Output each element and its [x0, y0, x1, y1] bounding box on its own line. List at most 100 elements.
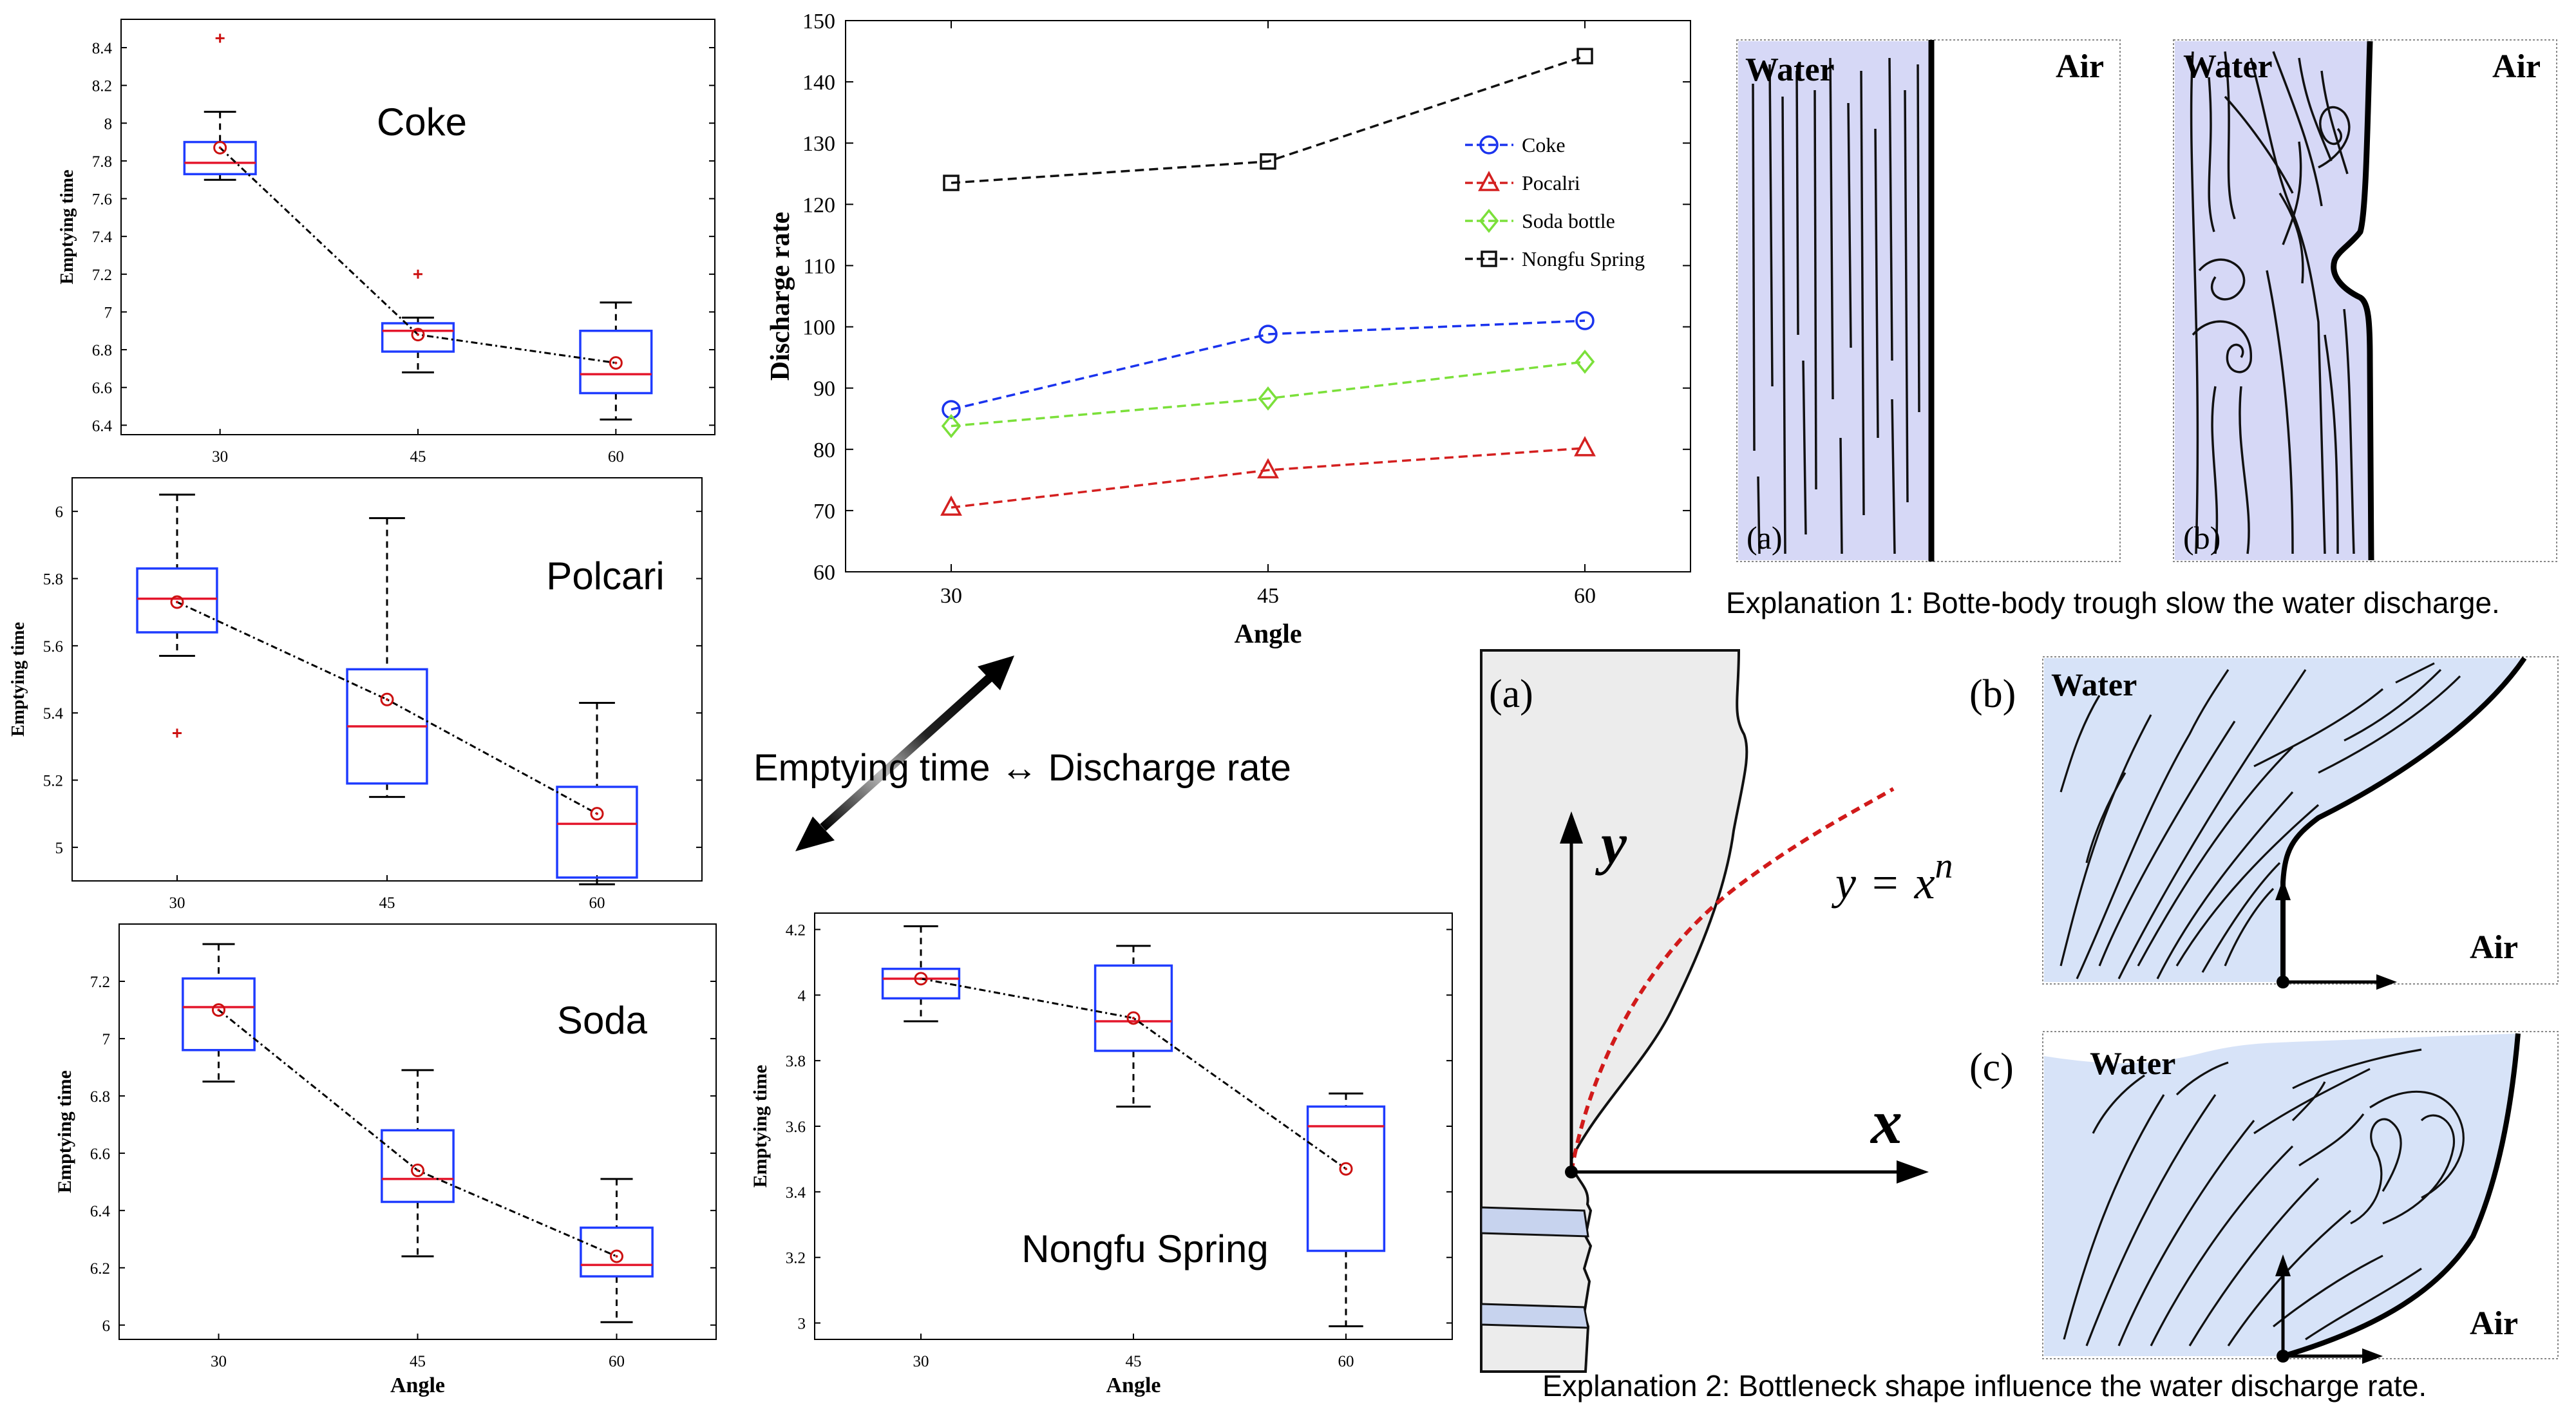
series-line-3: [951, 55, 1586, 184]
y-tick-label: 70: [813, 500, 835, 524]
explanation1-panel-a: Water Air (a): [1736, 39, 2121, 562]
x-tick-label: 30: [169, 894, 185, 912]
y-tick-label: 5.2: [43, 773, 63, 790]
y-axis-label: Emptying time: [750, 1065, 771, 1188]
box: [881, 967, 961, 1000]
y-tick-label: 6.6: [90, 1146, 110, 1163]
y-tick-label: 140: [802, 71, 835, 95]
panel-tag-c: (c): [1969, 1046, 2014, 1090]
y-tick-label: 5: [55, 840, 64, 857]
center-relation-label: Emptying time ↔ Discharge rate: [753, 747, 1291, 789]
water-label: Water: [2051, 666, 2137, 703]
y-tick-label: 4: [798, 987, 806, 1005]
y-tick-label: 90: [813, 377, 835, 401]
chart-title: Nongfu Spring: [1021, 1227, 1269, 1270]
panel-tag-b: (b): [1969, 672, 2016, 716]
chart-title: Polcari: [546, 554, 664, 598]
outlier-marker: [215, 33, 225, 43]
y-tick-label: 7.2: [90, 974, 110, 991]
y-tick-label: 6.2: [90, 1260, 110, 1278]
emptying-discharge-arrow: [795, 656, 1014, 851]
plot-frame: [118, 923, 717, 1340]
series-line-1: [951, 447, 1586, 509]
y-tick-label: 130: [802, 132, 835, 156]
mean-marker: [380, 692, 394, 706]
mean-marker: [610, 1249, 623, 1263]
air-label: Air: [2470, 929, 2518, 966]
y-tick-label: 4.2: [786, 921, 806, 939]
point-marker-square: [1481, 250, 1497, 267]
mean-marker: [1339, 1162, 1353, 1176]
box: [556, 786, 638, 879]
x-tick-label: 30: [212, 448, 228, 466]
mean-marker: [1126, 1011, 1141, 1025]
box: [580, 1226, 654, 1278]
air-label: Air: [2492, 48, 2541, 85]
y-tick-label: 6.4: [92, 417, 113, 435]
panel-tag: (a): [1489, 672, 1533, 716]
mean-dot: [1132, 1016, 1135, 1019]
point-marker-triangle: [940, 495, 962, 516]
y-tick-label: 7.4: [92, 229, 113, 246]
point-marker-diamond: [1258, 386, 1278, 411]
x-tick-label: 60: [609, 1353, 625, 1370]
y-tick-label: 3.4: [786, 1184, 806, 1202]
x-tick-label: 45: [379, 894, 395, 912]
x-tick-label: 60: [589, 894, 605, 912]
x-axis-label: Angle: [1235, 619, 1302, 649]
mean-dot: [417, 333, 419, 336]
y-tick-label: 3.6: [786, 1119, 806, 1136]
y-tick-label: 6.8: [90, 1088, 110, 1106]
point-marker-circle: [1479, 135, 1499, 155]
water-label: Water: [2090, 1045, 2175, 1081]
point-marker-triangle: [1478, 171, 1500, 191]
equation: y = xn: [1831, 846, 1953, 909]
legend-label: Pocalri: [1522, 171, 1580, 194]
y-axis-label: Discharge rate: [766, 212, 795, 381]
y-tick-label: 7.6: [92, 191, 112, 209]
y-tick-label: 6.8: [92, 342, 112, 359]
legend-label: Coke: [1522, 133, 1566, 156]
point-marker-square: [1260, 153, 1276, 170]
y-tick-label: 7: [104, 304, 113, 321]
y-tick-label: 3.2: [786, 1250, 806, 1267]
coke-boxplot: 6.4 6.6 6.8 7 7.2 7.4 7.6 7.8 8 8.2 8.4 30 45 60 Empty…: [57, 19, 715, 466]
x-tick-label: 30: [211, 1353, 227, 1370]
mean-dot: [218, 146, 222, 149]
nongfu-boxplot: 3 3.2 3.4 3.6 3.8 4 4.2 30 45 60 Emptying time Angl…: [750, 912, 1453, 1397]
soda-boxplot: 6 6.2 6.4 6.6 6.8 7 7.2 30 45 60 Emptying time Angl…: [54, 923, 717, 1397]
legend-label: Soda bottle: [1522, 209, 1615, 232]
x-tick-label: 45: [410, 1353, 426, 1370]
y-tick-label: 7.8: [92, 153, 112, 171]
point-marker-triangle: [1574, 436, 1596, 457]
panel-tag: (b): [2183, 520, 2221, 556]
y-axis-label: Emptying time: [8, 622, 28, 737]
box: [579, 330, 653, 395]
y-tick-label: 3: [798, 1316, 806, 1333]
x-tick-label: 30: [913, 1353, 929, 1370]
box: [136, 567, 218, 634]
box: [381, 1129, 455, 1204]
equation-base: x: [1914, 857, 1935, 909]
x-tick-label: 60: [1338, 1353, 1354, 1370]
mean-dot: [386, 698, 388, 701]
y-tick-label: 120: [802, 193, 835, 217]
box: [381, 322, 455, 353]
point-marker-triangle: [1257, 458, 1279, 478]
x-tick-label: 45: [1126, 1353, 1142, 1370]
point-marker-square: [1577, 48, 1593, 64]
equation-eq: =: [1872, 857, 1899, 909]
x-tick-label: 60: [608, 448, 624, 466]
point-marker-circle: [1575, 311, 1595, 330]
point-marker-square: [943, 175, 960, 191]
mean-marker: [609, 356, 623, 370]
y-tick-label: 5.8: [43, 571, 63, 589]
panel-tag: (a): [1747, 520, 1783, 556]
point-marker-diamond: [941, 413, 961, 439]
water-label: Water: [2183, 48, 2273, 85]
discharge-line-chart: 60 70 80 90 100 110 120 130 140 150 30 45 60 Coke Poca…: [766, 10, 1691, 649]
y-tick-label: 8: [104, 115, 113, 133]
mean-dot: [614, 361, 618, 364]
x-axis-label: Angle: [390, 1374, 445, 1397]
equation-exp: n: [1935, 846, 1953, 886]
